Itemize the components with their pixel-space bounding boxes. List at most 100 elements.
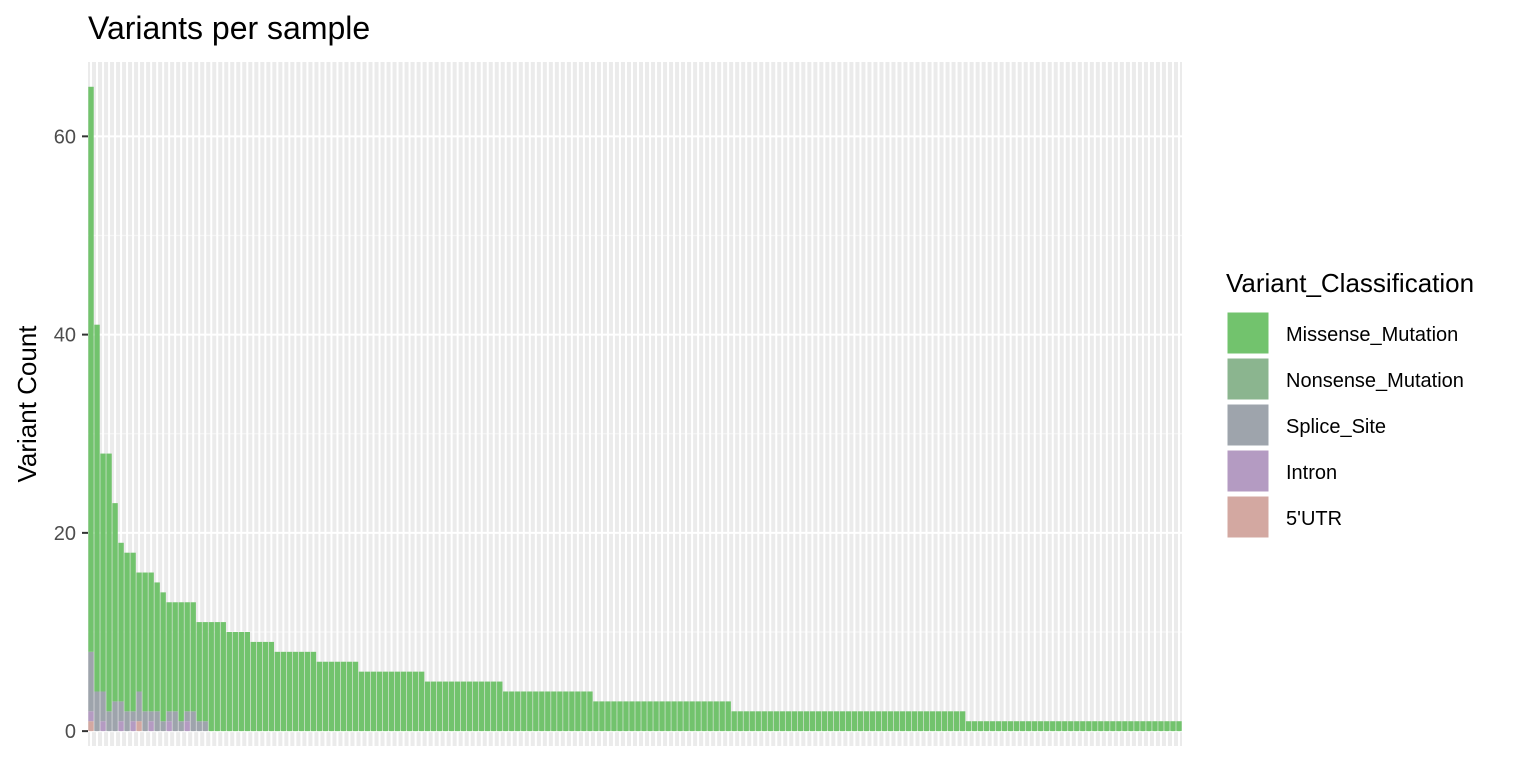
bar-segment-missense-mutation (1116, 721, 1122, 732)
bar-segment-missense-mutation (1044, 721, 1050, 732)
bar-segment-missense-mutation (328, 661, 335, 732)
bar-segment-splice-site (190, 711, 196, 732)
bar-segment-missense-mutation (551, 691, 557, 732)
legend-swatch (1226, 311, 1270, 355)
bar-segment-missense-mutation (280, 651, 287, 732)
bar-segment-missense-mutation (839, 711, 846, 732)
bar-segment-missense-mutation (136, 572, 142, 692)
bar-segment-missense-mutation (677, 701, 683, 732)
bar-segment-missense-mutation (683, 701, 689, 732)
bar-segment-missense-mutation (1170, 721, 1176, 732)
bar-segment-missense-mutation (286, 651, 293, 732)
bar-segment-missense-mutation (707, 701, 713, 732)
bar-segment-missense-mutation (821, 711, 828, 732)
bar-segment-missense-mutation (527, 691, 533, 732)
bar-segment-missense-mutation (1038, 721, 1044, 732)
bar-segment-missense-mutation (94, 324, 100, 692)
bar-segment-missense-mutation (809, 711, 816, 732)
bar-segment-splice-site (154, 711, 160, 732)
bar-segment-missense-mutation (587, 691, 593, 732)
bar-segment-missense-mutation (977, 721, 984, 732)
bar-segment-missense-mutation (989, 721, 996, 732)
bar-segment-splice-site (202, 721, 208, 732)
bar-segment-splice-site (88, 651, 94, 712)
bar-segment-missense-mutation (166, 602, 172, 712)
bar-segment-missense-mutation (466, 681, 473, 732)
bar-segment-missense-mutation (304, 651, 311, 732)
bar-segment-missense-mutation (190, 602, 196, 712)
bar-segment-missense-mutation (581, 691, 587, 732)
bar-segment-missense-mutation (563, 691, 569, 732)
bar-segment-missense-mutation (803, 711, 810, 732)
bar-segment-missense-mutation (340, 661, 347, 732)
bar-segment-missense-mutation (983, 721, 990, 732)
bar-segment-missense-mutation (917, 711, 924, 732)
bar-segment-missense-mutation (358, 671, 365, 732)
bar-segment-missense-mutation (1098, 721, 1104, 732)
bar-segment-missense-mutation (899, 711, 906, 732)
bar-segment-missense-mutation (1080, 721, 1086, 732)
bar-segment-missense-mutation (653, 701, 659, 732)
bar-segment-missense-mutation (1013, 721, 1020, 732)
bar-segment-missense-mutation (1152, 721, 1158, 732)
bar-segment-missense-mutation (220, 622, 226, 732)
y-tick-label: 0 (65, 721, 76, 743)
bar-segment-missense-mutation (172, 602, 178, 712)
bar-segment-missense-mutation (617, 701, 623, 732)
bar-segment-missense-mutation (755, 711, 761, 732)
bar-segment-missense-mutation (881, 711, 888, 732)
bar-segment-missense-mutation (1062, 721, 1068, 732)
bar-segment-intron (118, 721, 124, 732)
bar-segment-missense-mutation (88, 86, 94, 652)
bar-segment-missense-mutation (857, 711, 864, 732)
bar-segment-missense-mutation (256, 641, 263, 732)
bar-segment-missense-mutation (130, 552, 136, 712)
legend-swatch (1226, 449, 1270, 493)
bar-segment-missense-mutation (178, 602, 184, 722)
bar-segment-missense-mutation (851, 711, 858, 732)
bar-segment-missense-mutation (238, 632, 244, 732)
bar-segment-splice-site (118, 701, 124, 722)
bar-segment-missense-mutation (454, 681, 461, 732)
bar-segment-missense-mutation (244, 632, 250, 732)
bar-segment-splice-site (94, 691, 100, 732)
legend-label: Missense_Mutation (1286, 324, 1458, 346)
bar-segment-missense-mutation (352, 661, 359, 732)
bar-segment-splice-site (172, 711, 178, 732)
bar-segment-missense-mutation (316, 661, 323, 732)
bar-segment-missense-mutation (322, 661, 329, 732)
bar-segment-missense-mutation (965, 721, 972, 732)
bar-segment-missense-mutation (184, 602, 190, 712)
bar-segment-missense-mutation (485, 681, 491, 732)
bar-segment-missense-mutation (887, 711, 894, 732)
bar-segment-missense-mutation (298, 651, 305, 732)
bar-segment-missense-mutation (1026, 721, 1032, 732)
bar-segment-missense-mutation (262, 641, 269, 732)
bar-segment-missense-mutation (605, 701, 611, 732)
bar-segment-missense-mutation (424, 681, 431, 732)
bar-segment-missense-mutation (412, 671, 419, 732)
bar-segment-missense-mutation (334, 661, 341, 732)
bar-segment-missense-mutation (515, 691, 521, 732)
bar-segment-missense-mutation (1104, 721, 1110, 732)
legend-swatch (1226, 357, 1270, 401)
bar-segment-missense-mutation (923, 711, 930, 732)
y-axis-title: Variant Count (12, 325, 42, 483)
bar-segment-missense-mutation (719, 701, 725, 732)
bar-segment-missense-mutation (1020, 721, 1026, 732)
bar-segment-missense-mutation (575, 691, 581, 732)
bar-segment-missense-mutation (479, 681, 485, 732)
bar-segment-missense-mutation (491, 681, 497, 732)
bar-segment-missense-mutation (845, 711, 852, 732)
bar-segment-missense-mutation (1158, 721, 1164, 732)
bar-segment-missense-mutation (1110, 721, 1116, 732)
bars (88, 86, 1182, 732)
bar-segment-missense-mutation (695, 701, 701, 732)
bar-segment-missense-mutation (875, 711, 882, 732)
bar-segment-missense-mutation (593, 701, 599, 732)
bar-segment-missense-mutation (112, 503, 118, 702)
bar-segment-missense-mutation (1164, 721, 1170, 732)
bar-segment-missense-mutation (1007, 721, 1014, 732)
bar-segment-intron (130, 721, 136, 732)
bar-segment-missense-mutation (154, 582, 160, 712)
